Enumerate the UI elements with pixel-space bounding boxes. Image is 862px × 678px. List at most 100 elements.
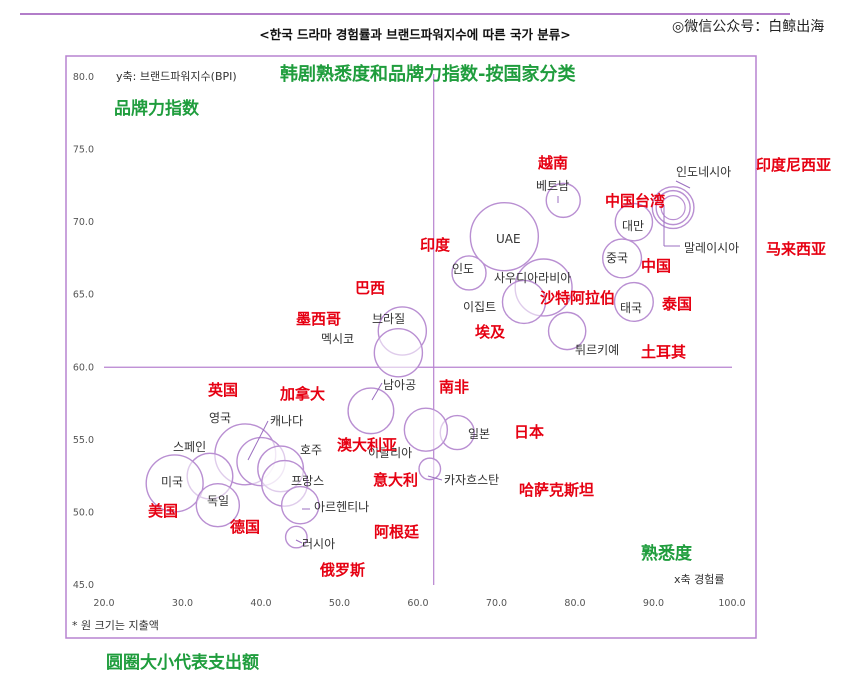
chinese-country-label: 土耳其 bbox=[641, 343, 686, 361]
bubble-point bbox=[501, 279, 547, 325]
x-tick-label: 60.0 bbox=[407, 598, 428, 609]
leader-line bbox=[295, 539, 303, 544]
chinese-country-label: 日本 bbox=[514, 423, 544, 441]
chinese-country-label: 印度尼西亚 bbox=[756, 156, 831, 174]
korean-country-label: 베트남 bbox=[536, 179, 569, 193]
y-axis-label: y축: 브랜드파워지수(BPI) bbox=[116, 70, 237, 83]
bubble-point bbox=[145, 454, 204, 513]
korean-country-label: 말레이시아 bbox=[684, 241, 739, 255]
y-tick-label: 55.0 bbox=[73, 435, 94, 446]
chinese-country-label: 中国 bbox=[641, 257, 671, 275]
leader-line bbox=[675, 180, 691, 189]
x-tick-label: 70.0 bbox=[486, 598, 507, 609]
chinese-country-label: 哈萨克斯坦 bbox=[519, 481, 594, 499]
x-tick-label: 30.0 bbox=[172, 598, 193, 609]
bubble-point bbox=[613, 281, 654, 323]
bubble-point bbox=[602, 238, 643, 279]
korean-country-label: 미국 bbox=[161, 475, 183, 489]
chinese-country-label: 意大利 bbox=[373, 471, 418, 489]
chinese-country-label: 加拿大 bbox=[279, 385, 325, 403]
x-tick-label: 40.0 bbox=[250, 598, 271, 609]
x-tick-labels: 20.0 30.0 40.0 50.0 60.0 70.0 80.0 90.0 100.0 bbox=[93, 598, 745, 609]
chinese-country-label: 印度 bbox=[420, 236, 451, 254]
watermark: ◎微信公众号：白鲸出海 bbox=[672, 19, 825, 35]
leader-lines bbox=[247, 180, 691, 544]
korean-country-label: UAE bbox=[496, 232, 521, 246]
korean-country-label: 캐나다 bbox=[270, 414, 303, 428]
y-tick-label: 45.0 bbox=[73, 580, 94, 591]
y-tick-label: 70.0 bbox=[73, 217, 94, 228]
korean-country-label: 인도 bbox=[452, 262, 474, 276]
page-title: <한국 드라마 경험률과 브랜드파워지수에 따른 국가 분류> bbox=[259, 27, 571, 42]
y-axis-label-zh: 品牌力指数 bbox=[114, 98, 200, 119]
korean-country-label: 호주 bbox=[300, 443, 322, 457]
chart-title: 韩剧熟悉度和品牌力指数-按国家分类 bbox=[280, 63, 576, 85]
chinese-country-label: 中国台湾 bbox=[605, 192, 665, 210]
y-tick-label: 65.0 bbox=[73, 290, 94, 301]
korean-country-label: 카자흐스탄 bbox=[444, 473, 499, 487]
bubble-point bbox=[614, 202, 654, 242]
chinese-country-label: 墨西哥 bbox=[296, 310, 341, 328]
bubble-point bbox=[451, 255, 487, 291]
chinese-country-label: 马来西亚 bbox=[766, 240, 826, 258]
x-axis-label: x축 경험률 bbox=[674, 573, 725, 586]
y-tick-label: 50.0 bbox=[73, 507, 94, 518]
y-tick-label: 60.0 bbox=[73, 362, 94, 373]
bubble-point bbox=[403, 407, 449, 452]
korean-country-label: 인도네시아 bbox=[676, 165, 731, 179]
y-tick-labels: 80.0 75.0 70.0 65.0 60.0 55.0 50.0 45.0 bbox=[73, 72, 94, 591]
korean-country-label: 아르헨티나 bbox=[314, 500, 369, 514]
korean-country-label: 태국 bbox=[620, 301, 642, 315]
korean-country-label: 사우디아라비아 bbox=[494, 271, 571, 285]
chinese-country-label: 埃及 bbox=[475, 323, 506, 341]
korean-country-label: 중국 bbox=[606, 251, 628, 265]
korean-country-label: 이탈리아 bbox=[368, 446, 412, 460]
chinese-country-label: 美国 bbox=[148, 502, 178, 520]
y-tick-label: 75.0 bbox=[73, 145, 94, 156]
bubble-point-inner-ring bbox=[660, 195, 686, 221]
chinese-country-label: 泰国 bbox=[661, 295, 692, 313]
korean-country-label: 프랑스 bbox=[291, 474, 324, 488]
bubble-point bbox=[280, 485, 320, 525]
size-note-zh: 圆圈大小代表支出额 bbox=[106, 653, 259, 673]
bubble-point bbox=[545, 182, 581, 219]
x-tick-label: 20.0 bbox=[93, 598, 114, 609]
top-rule bbox=[20, 13, 790, 15]
bubble-point bbox=[347, 387, 395, 435]
korean-country-label: 이집트 bbox=[463, 300, 496, 314]
chinese-country-label: 阿根廷 bbox=[374, 523, 420, 541]
korean-country-label: 튀르키예 bbox=[575, 343, 619, 357]
chinese-country-label: 澳大利亚 bbox=[337, 436, 397, 454]
korean-country-label: 멕시코 bbox=[321, 332, 354, 346]
x-axis-label-zh: 熟悉度 bbox=[641, 543, 693, 564]
chinese-country-label: 俄罗斯 bbox=[319, 561, 365, 579]
leader-line bbox=[427, 475, 443, 481]
bubble-point bbox=[418, 457, 442, 481]
chinese-country-label: 德国 bbox=[230, 518, 260, 536]
bubble-point bbox=[547, 311, 587, 351]
korean-country-label: 러시아 bbox=[302, 537, 335, 551]
bubble-point bbox=[469, 201, 540, 272]
chinese-country-label: 越南 bbox=[537, 154, 568, 172]
korean-country-label: 남아공 bbox=[383, 378, 416, 392]
korean-country-label: 독일 bbox=[207, 494, 229, 508]
x-tick-label: 90.0 bbox=[643, 598, 664, 609]
x-tick-label: 50.0 bbox=[329, 598, 350, 609]
chinese-country-label: 巴西 bbox=[355, 279, 385, 297]
chinese-country-label: 沙特阿拉伯 bbox=[540, 289, 615, 307]
x-tick-label: 80.0 bbox=[564, 598, 585, 609]
korean-country-label: 일본 bbox=[468, 427, 490, 441]
leader-line bbox=[247, 420, 269, 461]
korean-country-label: 영국 bbox=[209, 411, 231, 425]
korean-country-label: 스페인 bbox=[173, 440, 206, 454]
bubble-layer bbox=[145, 182, 695, 549]
chinese-country-label: 南非 bbox=[439, 378, 469, 396]
bubble-point bbox=[195, 482, 241, 528]
chinese-country-label: 英国 bbox=[208, 381, 238, 399]
y-tick-label: 80.0 bbox=[73, 72, 94, 83]
korean-country-label: 브라질 bbox=[372, 312, 405, 326]
x-tick-label: 100.0 bbox=[718, 598, 745, 609]
